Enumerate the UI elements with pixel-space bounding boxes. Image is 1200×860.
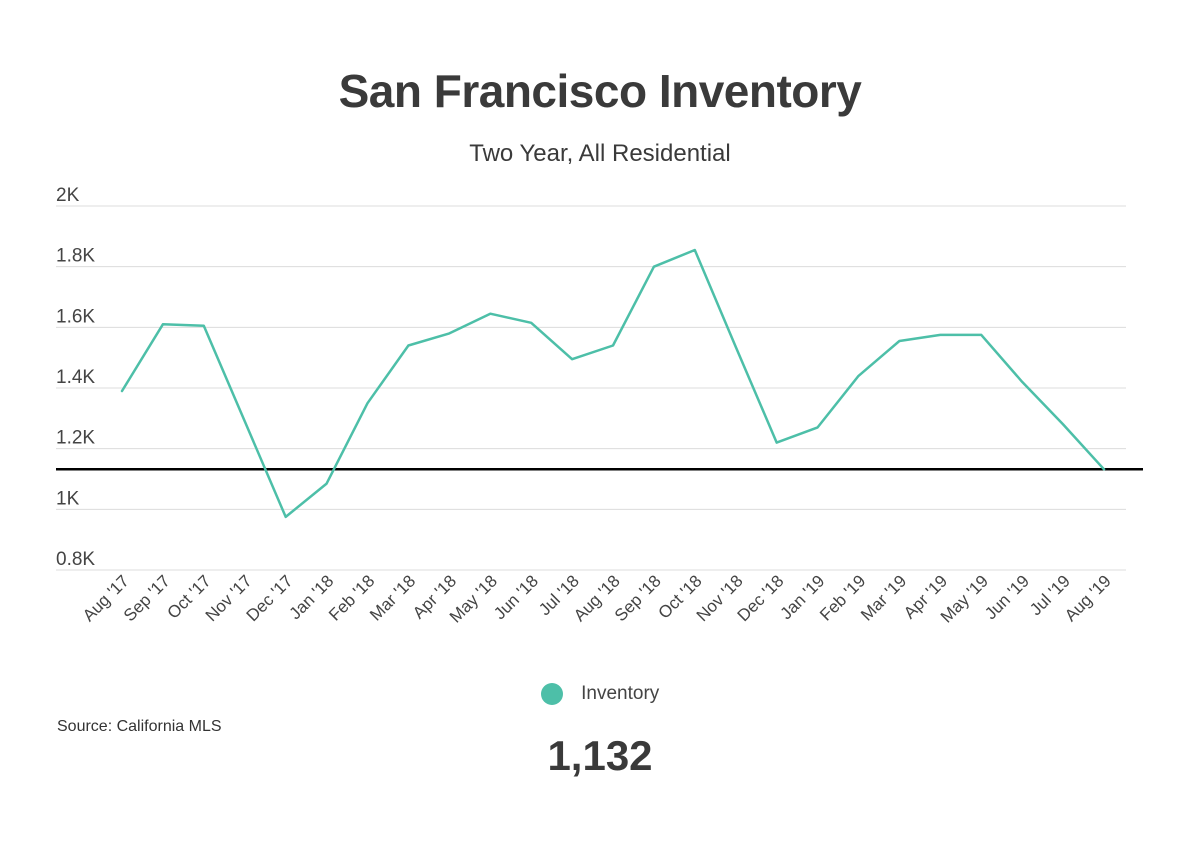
x-tick-label: Sep '17 — [120, 571, 174, 625]
y-tick-label: 1.2K — [56, 428, 95, 449]
y-tick-label: 1.6K — [56, 306, 95, 327]
y-tick-label: 1.4K — [56, 367, 95, 388]
series-line-inventory — [120, 248, 1106, 519]
x-tick-label: Dec '18 — [734, 571, 788, 625]
x-tick-label: Jun '19 — [981, 571, 1033, 623]
chart-title: San Francisco Inventory — [338, 65, 862, 117]
legend: Inventory — [0, 683, 1200, 705]
current-value: 1,132 — [547, 732, 653, 779]
y-axis-ticks: 0.8K 1K 1.2K 1.4K 1.6K 1.8K 2K — [56, 185, 95, 570]
series-group — [120, 248, 1106, 519]
chart-subtitle: Two Year, All Residential — [469, 140, 731, 167]
x-tick-label: Mar '19 — [857, 571, 910, 624]
x-tick-label: Jun '18 — [490, 571, 542, 623]
y-tick-label: 2K — [56, 185, 80, 206]
source-note: Source: California MLS — [57, 718, 222, 735]
grid-lines — [56, 205, 1126, 571]
legend-marker-inventory — [540, 683, 563, 705]
y-tick-label: 0.8K — [56, 549, 95, 570]
legend-label-inventory: Inventory — [581, 683, 660, 704]
x-tick-label: Aug '19 — [1061, 571, 1115, 625]
x-tick-label: Mar '18 — [366, 571, 419, 624]
x-tick-label: Sep '18 — [611, 571, 665, 625]
y-tick-label: 1K — [56, 488, 80, 509]
x-tick-label: Dec '17 — [243, 571, 297, 625]
y-tick-label: 1.8K — [56, 246, 95, 267]
